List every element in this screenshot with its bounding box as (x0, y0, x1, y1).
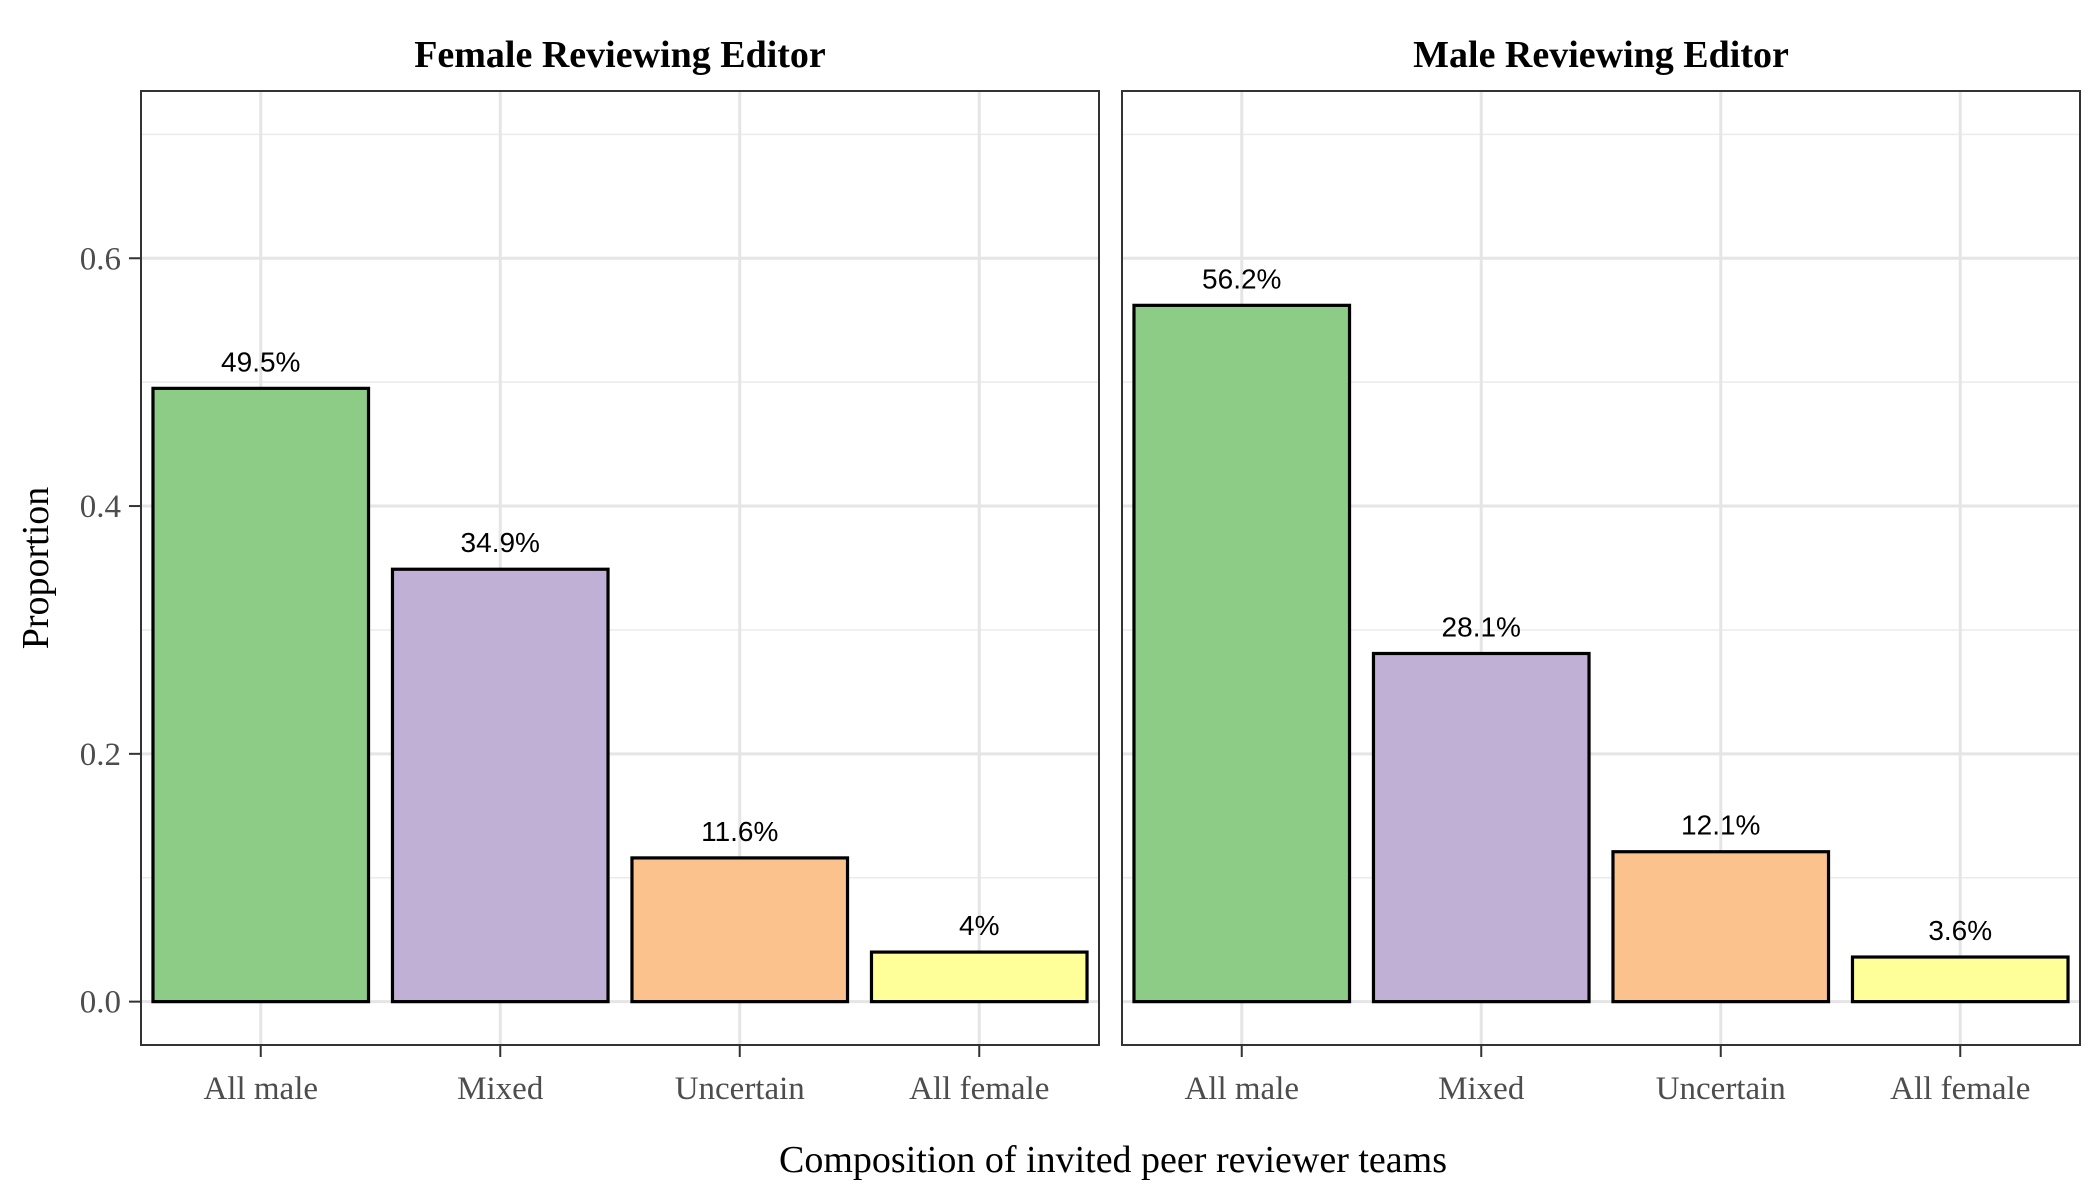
data-label: 28.1% (1442, 611, 1521, 642)
data-label: 34.9% (461, 527, 540, 558)
data-label: 4% (959, 910, 999, 941)
data-label: 49.5% (221, 346, 300, 377)
panel-border (1121, 90, 2081, 1046)
bar-mixed (390, 567, 610, 1004)
data-label: 3.6% (1928, 915, 1992, 946)
y-axis-title: Proportion (15, 487, 57, 650)
panel-border (140, 90, 1100, 1046)
panels: 49.5% 34.9% 11.6% 4% Female Reviewing Editor… (140, 34, 2081, 1107)
data-label: 12.1% (1681, 810, 1760, 841)
bar-uncertain (630, 856, 850, 1004)
x-tick-label: Mixed (457, 1071, 544, 1107)
y-tick-label: 0.2 (80, 737, 121, 773)
data-label: 11.6% (701, 816, 778, 847)
data-label: 56.2% (1202, 263, 1281, 294)
bar-all-female (1850, 955, 2070, 1004)
x-tick-label: Uncertain (1656, 1071, 1786, 1107)
bar-mixed (1371, 651, 1591, 1004)
panel-title: Male Reviewing Editor (1413, 34, 1789, 76)
bar-all-male (1132, 303, 1352, 1004)
bar-uncertain (1611, 850, 1831, 1004)
y-tick-label: 0.6 (80, 241, 121, 277)
panel-female-reviewing-editor: 49.5% 34.9% 11.6% 4% Female Reviewing Editor… (140, 34, 1100, 1107)
x-axis-title: Composition of invited peer reviewer tea… (779, 1139, 1447, 1181)
panel-title: Female Reviewing Editor (414, 34, 826, 76)
x-tick-label: All male (203, 1071, 318, 1107)
y-tick-label: 0.4 (80, 489, 121, 525)
y-axis: 0.0 0.2 0.4 0.6 (80, 241, 141, 1021)
x-tick-label: All female (909, 1071, 1049, 1107)
x-tick-label: Uncertain (675, 1071, 805, 1107)
x-tick-label: All male (1184, 1071, 1299, 1107)
x-tick-label: All female (1890, 1071, 2030, 1107)
y-tick-label: 0.0 (80, 985, 121, 1021)
bar-all-male (151, 386, 371, 1004)
bar-all-female (869, 950, 1089, 1004)
x-tick-label: Mixed (1438, 1071, 1525, 1107)
panel-male-reviewing-editor: 56.2% 28.1% 12.1% 3.6% Male Reviewing Editor… (1121, 34, 2081, 1107)
